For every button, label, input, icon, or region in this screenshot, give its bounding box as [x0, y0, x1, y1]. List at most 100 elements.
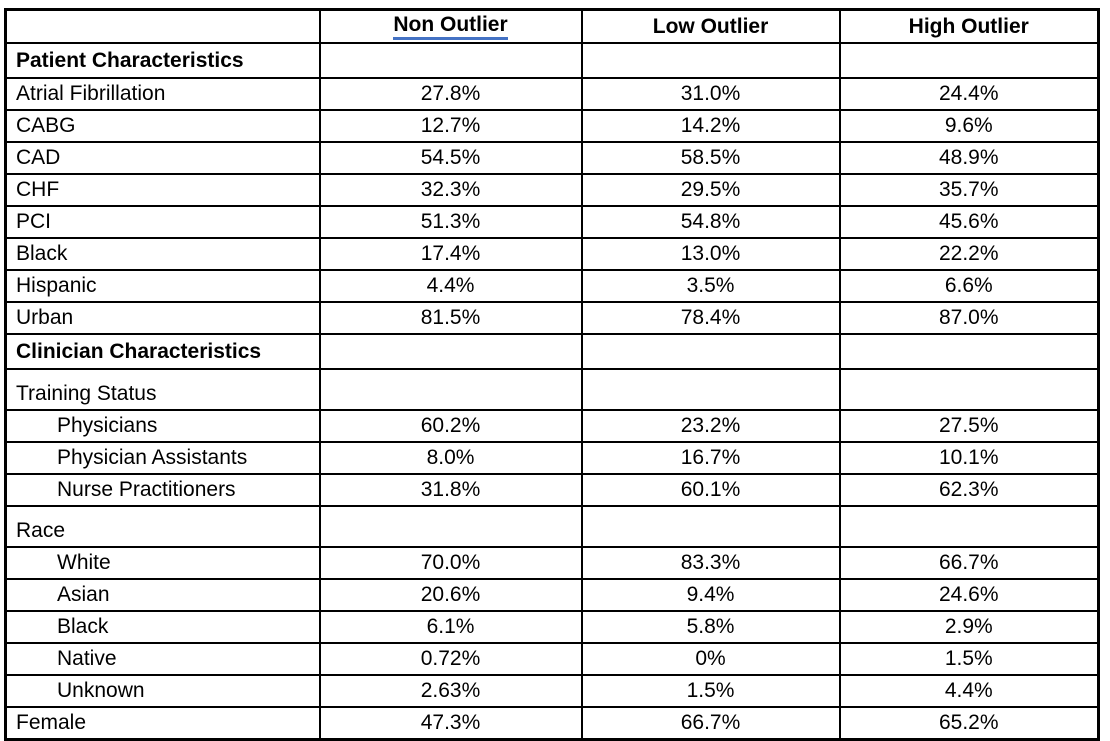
table-row: Asian 20.6% 9.4% 24.6% [4, 578, 1100, 612]
cell-value: 0% [580, 642, 841, 676]
column-header-label: High Outlier [908, 14, 1029, 38]
table-row: Clinician Characteristics [4, 333, 1100, 370]
cell-value: 22.2% [838, 237, 1100, 271]
cell-value [318, 368, 583, 411]
cell-value [580, 42, 841, 79]
cell-value: 9.4% [580, 578, 841, 612]
column-header: Low Outlier [580, 8, 841, 44]
table-row: Black 17.4% 13.0% 22.2% [4, 237, 1100, 271]
table-row: Native 0.72% 0% 1.5% [4, 642, 1100, 676]
row-label: Unknown [4, 674, 321, 708]
cell-value: 65.2% [838, 706, 1100, 741]
table-row: Nurse Practitioners 31.8% 60.1% 62.3% [4, 473, 1100, 507]
cell-value: 66.7% [580, 706, 841, 741]
cell-value: 17.4% [318, 237, 583, 271]
row-label: Female [4, 706, 321, 741]
row-label: CAD [4, 141, 321, 175]
table-row: Unknown 2.63% 1.5% 4.4% [4, 674, 1100, 708]
cell-value [580, 368, 841, 411]
cell-value: 14.2% [580, 109, 841, 143]
table-row: Patient Characteristics [4, 42, 1100, 79]
cell-value [838, 368, 1100, 411]
row-label: White [4, 546, 321, 580]
cell-value: 10.1% [838, 441, 1100, 475]
row-label: CABG [4, 109, 321, 143]
cell-value: 4.4% [318, 269, 583, 303]
cell-value: 4.4% [838, 674, 1100, 708]
cell-value: 45.6% [838, 205, 1100, 239]
column-header: Non Outlier [318, 8, 583, 44]
table-row: Physicians 60.2% 23.2% 27.5% [4, 409, 1100, 443]
cell-value: 8.0% [318, 441, 583, 475]
cell-value: 54.5% [318, 141, 583, 175]
column-header-label: Non Outlier [393, 13, 508, 41]
row-label: Training Status [4, 368, 321, 411]
row-label: Patient Characteristics [4, 42, 321, 79]
table-row: Physician Assistants 8.0% 16.7% 10.1% [4, 441, 1100, 475]
cell-value: 12.7% [318, 109, 583, 143]
cell-value: 60.2% [318, 409, 583, 443]
cell-value: 6.1% [318, 610, 583, 644]
row-label: Black [4, 610, 321, 644]
cell-value: 24.4% [838, 77, 1100, 111]
cell-value: 60.1% [580, 473, 841, 507]
cell-value: 58.5% [580, 141, 841, 175]
cell-value: 20.6% [318, 578, 583, 612]
characteristics-table: Non Outlier Low Outlier High Outlier Patie… [4, 8, 1100, 741]
table-row: CHF 32.3% 29.5% 35.7% [4, 173, 1100, 207]
table-row: CAD 54.5% 58.5% 48.9% [4, 141, 1100, 175]
cell-value [838, 333, 1100, 370]
row-label: Physicians [4, 409, 321, 443]
row-label: Native [4, 642, 321, 676]
table-row: CABG 12.7% 14.2% 9.6% [4, 109, 1100, 143]
cell-value [580, 333, 841, 370]
cell-value: 13.0% [580, 237, 841, 271]
table-row: Training Status [4, 368, 1100, 411]
cell-value: 23.2% [580, 409, 841, 443]
cell-value [838, 42, 1100, 79]
row-label: CHF [4, 173, 321, 207]
column-header [4, 8, 321, 44]
cell-value: 27.8% [318, 77, 583, 111]
row-label: Black [4, 237, 321, 271]
row-label: Hispanic [4, 269, 321, 303]
cell-value: 27.5% [838, 409, 1100, 443]
cell-value: 54.8% [580, 205, 841, 239]
cell-value: 29.5% [580, 173, 841, 207]
cell-value: 0.72% [318, 642, 583, 676]
cell-value: 1.5% [580, 674, 841, 708]
cell-value [838, 505, 1100, 548]
cell-value: 70.0% [318, 546, 583, 580]
cell-value: 87.0% [838, 301, 1100, 335]
row-label: Atrial Fibrillation [4, 77, 321, 111]
cell-value [580, 505, 841, 548]
header-row: Non Outlier Low Outlier High Outlier [4, 8, 1100, 44]
cell-value: 3.5% [580, 269, 841, 303]
row-label: Clinician Characteristics [4, 333, 321, 370]
table-row: Female 47.3% 66.7% 65.2% [4, 706, 1100, 741]
cell-value: 78.4% [580, 301, 841, 335]
table-row: Black 6.1% 5.8% 2.9% [4, 610, 1100, 644]
cell-value: 1.5% [838, 642, 1100, 676]
table-row: Urban 81.5% 78.4% 87.0% [4, 301, 1100, 335]
cell-value: 35.7% [838, 173, 1100, 207]
cell-value: 16.7% [580, 441, 841, 475]
cell-value [318, 505, 583, 548]
row-label: Urban [4, 301, 321, 335]
row-label: Race [4, 505, 321, 548]
column-header: High Outlier [838, 8, 1100, 44]
cell-value: 31.8% [318, 473, 583, 507]
row-label: Physician Assistants [4, 441, 321, 475]
column-header-label: Low Outlier [652, 14, 769, 38]
row-label: Nurse Practitioners [4, 473, 321, 507]
cell-value: 24.6% [838, 578, 1100, 612]
table-row: Race [4, 505, 1100, 548]
table-row: Atrial Fibrillation 27.8% 31.0% 24.4% [4, 77, 1100, 111]
row-label: PCI [4, 205, 321, 239]
table-row: Hispanic 4.4% 3.5% 6.6% [4, 269, 1100, 303]
cell-value: 51.3% [318, 205, 583, 239]
table-header: Non Outlier Low Outlier High Outlier [4, 8, 1100, 44]
cell-value: 5.8% [580, 610, 841, 644]
cell-value: 47.3% [318, 706, 583, 741]
cell-value: 31.0% [580, 77, 841, 111]
